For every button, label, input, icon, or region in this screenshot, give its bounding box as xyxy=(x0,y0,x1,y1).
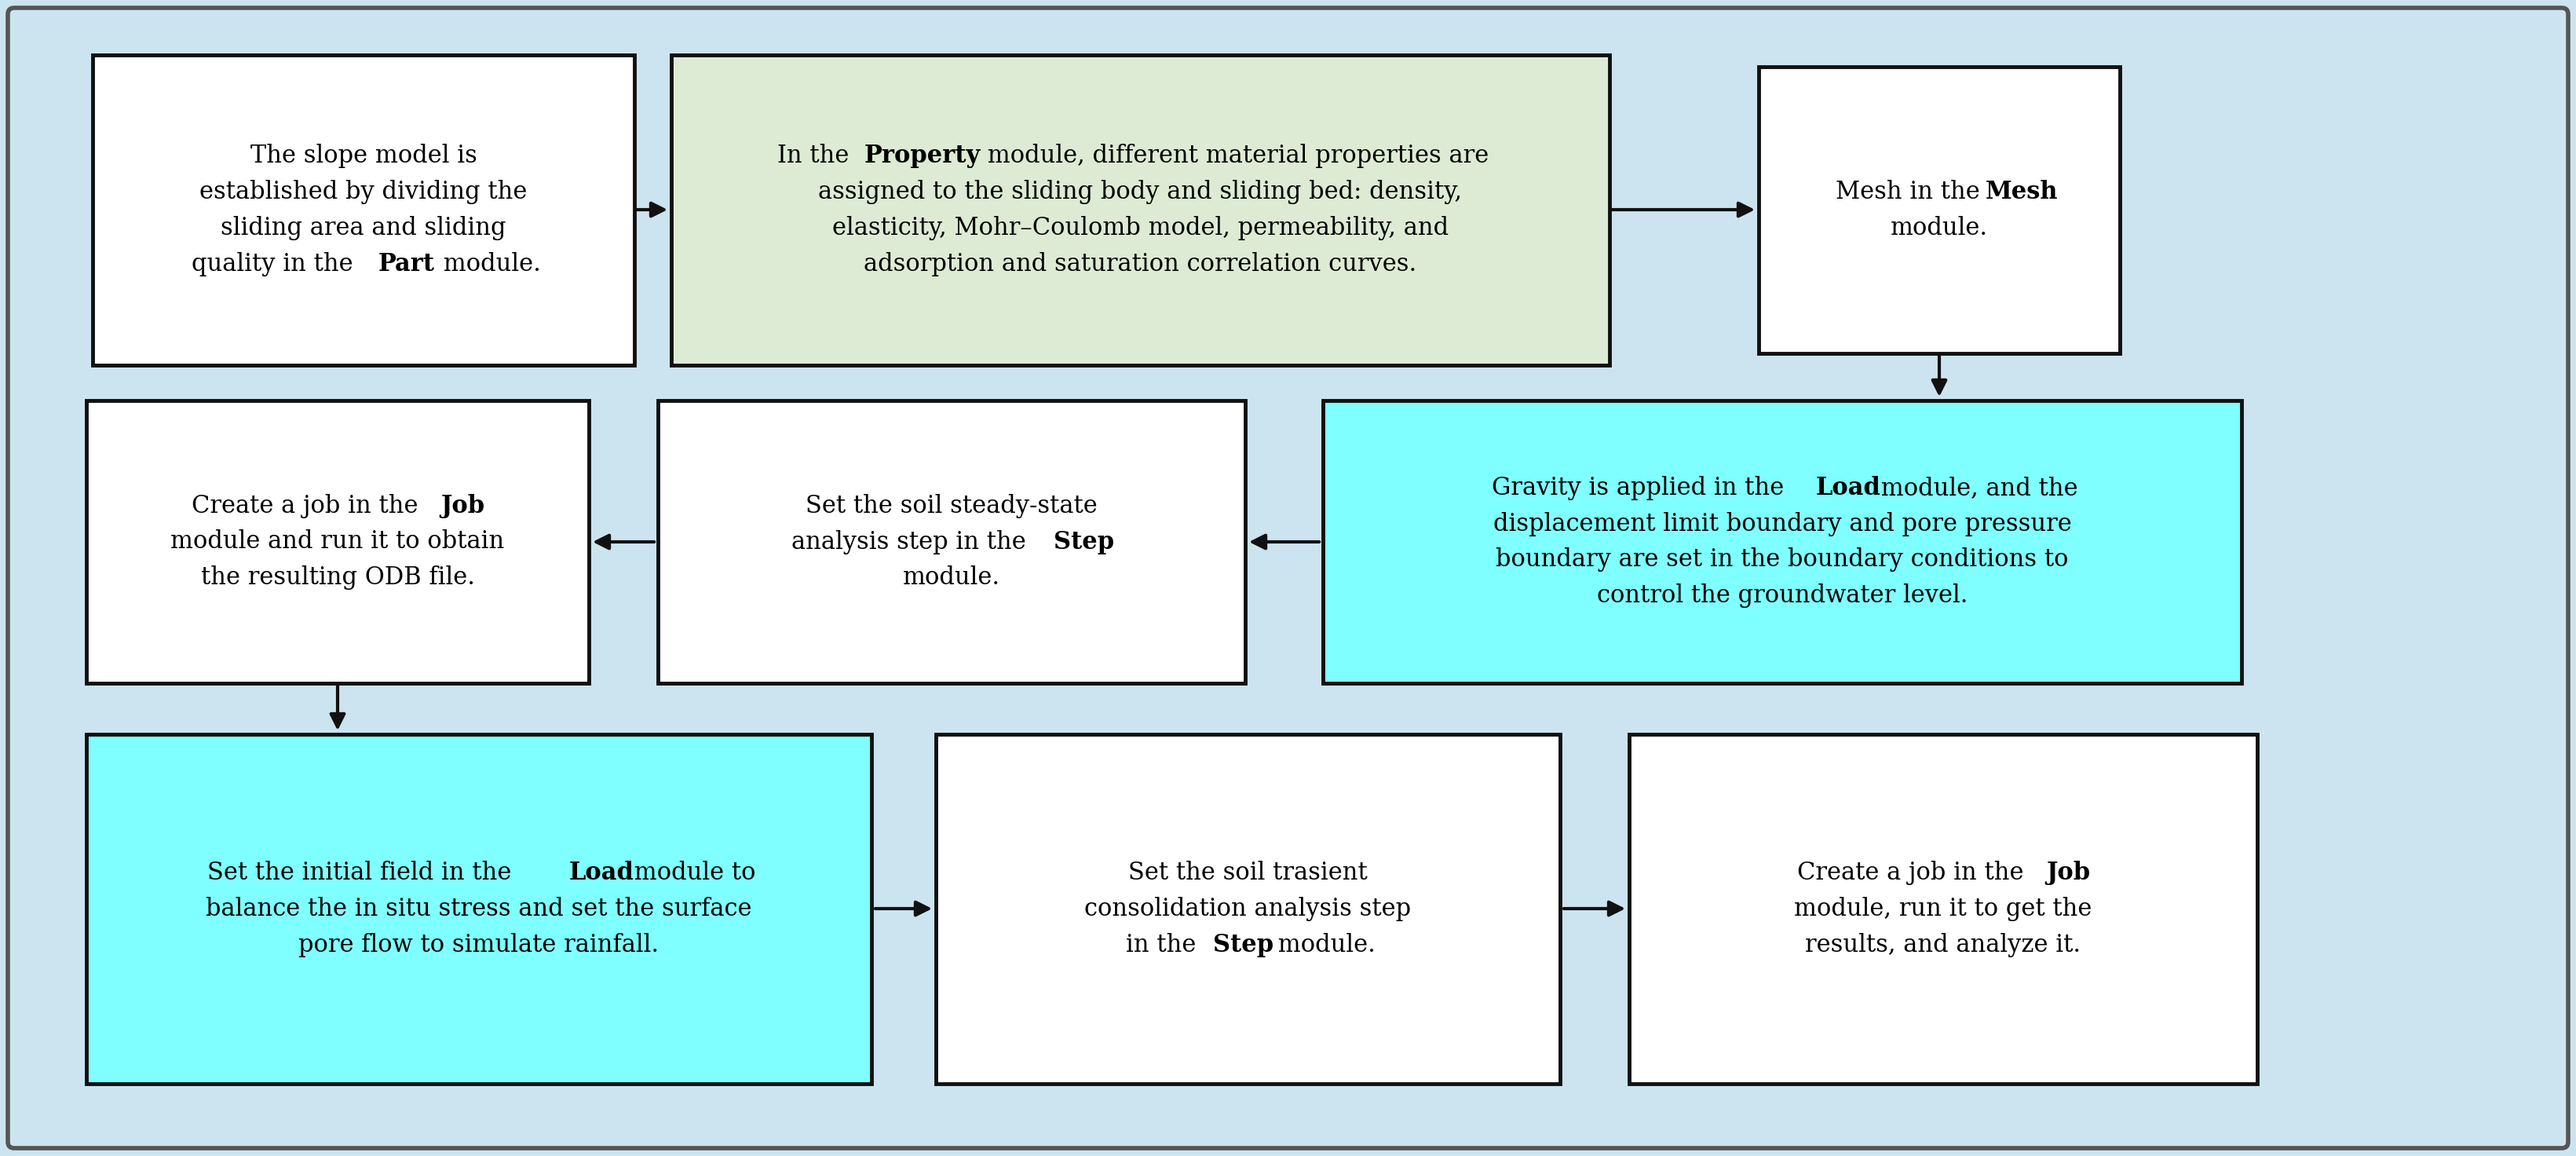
Text: Create a job in the: Create a job in the xyxy=(191,494,425,518)
Text: Gravity is applied in the: Gravity is applied in the xyxy=(1492,476,1790,501)
Text: analysis step in the: analysis step in the xyxy=(791,529,1033,554)
FancyBboxPatch shape xyxy=(657,400,1244,683)
Text: displacement limit boundary and pore pressure: displacement limit boundary and pore pre… xyxy=(1494,512,2071,536)
FancyBboxPatch shape xyxy=(1324,400,2241,683)
FancyBboxPatch shape xyxy=(93,55,634,365)
Text: results, and analyze it.: results, and analyze it. xyxy=(1806,933,2081,957)
Text: elasticity, Mohr–Coulomb model, permeability, and: elasticity, Mohr–Coulomb model, permeabi… xyxy=(832,216,1448,240)
Text: adsorption and saturation correlation curves.: adsorption and saturation correlation cu… xyxy=(863,252,1417,276)
Text: boundary are set in the boundary conditions to: boundary are set in the boundary conditi… xyxy=(1497,548,2069,572)
Text: module.: module. xyxy=(435,252,541,276)
FancyBboxPatch shape xyxy=(672,55,1610,365)
Text: In the: In the xyxy=(778,143,858,169)
Text: Create a job in the: Create a job in the xyxy=(1798,861,2030,885)
Text: Job: Job xyxy=(440,494,484,518)
Text: in the: in the xyxy=(1126,933,1203,957)
Text: module.: module. xyxy=(1270,933,1376,957)
FancyBboxPatch shape xyxy=(1759,67,2120,354)
FancyBboxPatch shape xyxy=(88,734,871,1084)
Text: Job: Job xyxy=(2045,861,2089,885)
Text: Set the soil trasient: Set the soil trasient xyxy=(1128,861,1368,885)
FancyBboxPatch shape xyxy=(8,8,2568,1148)
Text: Step: Step xyxy=(1213,933,1273,957)
Text: Property: Property xyxy=(866,143,981,169)
Text: Mesh: Mesh xyxy=(1986,180,2058,205)
Text: module to: module to xyxy=(626,861,755,885)
Text: module and run it to obtain: module and run it to obtain xyxy=(170,529,505,554)
Text: Step: Step xyxy=(1054,529,1115,554)
Text: quality in the: quality in the xyxy=(191,252,361,276)
Text: the resulting ODB file.: the resulting ODB file. xyxy=(201,565,474,590)
FancyBboxPatch shape xyxy=(935,734,1561,1084)
Text: Set the soil steady-state: Set the soil steady-state xyxy=(806,494,1097,518)
Text: module, and the: module, and the xyxy=(1873,476,2079,501)
FancyBboxPatch shape xyxy=(88,400,590,683)
Text: module, run it to get the: module, run it to get the xyxy=(1795,897,2092,921)
Text: module, different material properties are: module, different material properties ar… xyxy=(979,143,1489,169)
Text: balance the in situ stress and set the surface: balance the in situ stress and set the s… xyxy=(206,897,752,921)
Text: pore flow to simulate rainfall.: pore flow to simulate rainfall. xyxy=(299,933,659,957)
Text: module.: module. xyxy=(1891,216,1989,240)
Text: module.: module. xyxy=(902,565,999,590)
Text: assigned to the sliding body and sliding bed: density,: assigned to the sliding body and sliding… xyxy=(819,180,1463,205)
Text: Load: Load xyxy=(569,861,634,885)
Text: sliding area and sliding: sliding area and sliding xyxy=(222,216,507,240)
Text: control the groundwater level.: control the groundwater level. xyxy=(1597,584,1968,608)
Text: Load: Load xyxy=(1816,476,1880,501)
Text: Mesh in the: Mesh in the xyxy=(1837,180,1989,205)
Text: established by dividing the: established by dividing the xyxy=(201,180,528,205)
FancyBboxPatch shape xyxy=(1628,734,2257,1084)
Text: The slope model is: The slope model is xyxy=(250,143,477,169)
Text: Part: Part xyxy=(379,252,435,276)
Text: consolidation analysis step: consolidation analysis step xyxy=(1084,897,1412,921)
Text: Set the initial field in the: Set the initial field in the xyxy=(206,861,518,885)
